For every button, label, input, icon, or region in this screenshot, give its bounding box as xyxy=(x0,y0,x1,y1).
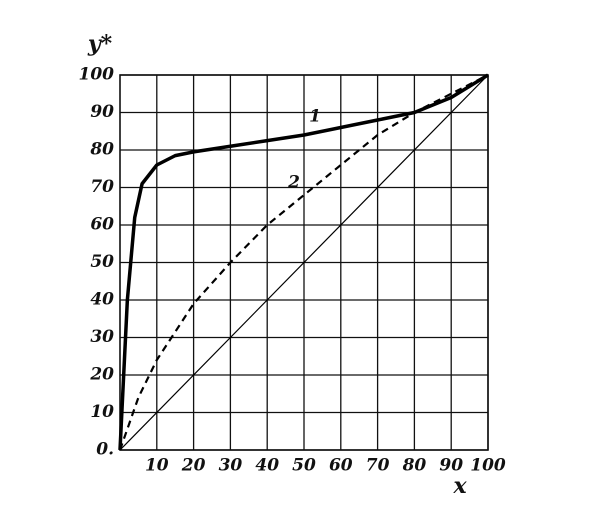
y-tick-label: 60 xyxy=(90,215,114,235)
x-tick-label: 10 xyxy=(145,456,169,476)
curve-label: 1 xyxy=(309,107,321,127)
y-tick-label: 80 xyxy=(89,140,114,160)
curve-label: 2 xyxy=(287,173,300,193)
y-tick-label: 90 xyxy=(90,102,114,122)
y-tick-label: 0. xyxy=(96,440,114,460)
x-tick-label: 80 xyxy=(402,456,427,476)
x-axis-label: x xyxy=(452,473,467,499)
y-axis-label: y* xyxy=(87,31,113,57)
x-tick-label: 40 xyxy=(255,456,279,476)
x-tick-label: 50 xyxy=(292,456,316,476)
x-tick-label: 30 xyxy=(219,456,243,476)
data-line xyxy=(118,73,489,451)
y-tick-label: 20 xyxy=(89,365,114,385)
x-tick-label: 90 xyxy=(439,456,463,476)
y-tick-label: 30 xyxy=(90,327,114,347)
data-line xyxy=(118,74,489,451)
y-tick-label: 100 xyxy=(79,65,115,85)
x-tick-label: 100 xyxy=(470,456,506,476)
data-line xyxy=(119,74,489,451)
y-tick-label: 10 xyxy=(90,402,114,422)
x-tick-label: 70 xyxy=(366,456,390,476)
y-tick-label: 50 xyxy=(90,252,114,272)
x-tick-label: 20 xyxy=(181,456,206,476)
y-tick-label: 70 xyxy=(90,177,114,197)
y-tick-label: 40 xyxy=(90,290,114,310)
x-tick-label: 60 xyxy=(329,456,353,476)
